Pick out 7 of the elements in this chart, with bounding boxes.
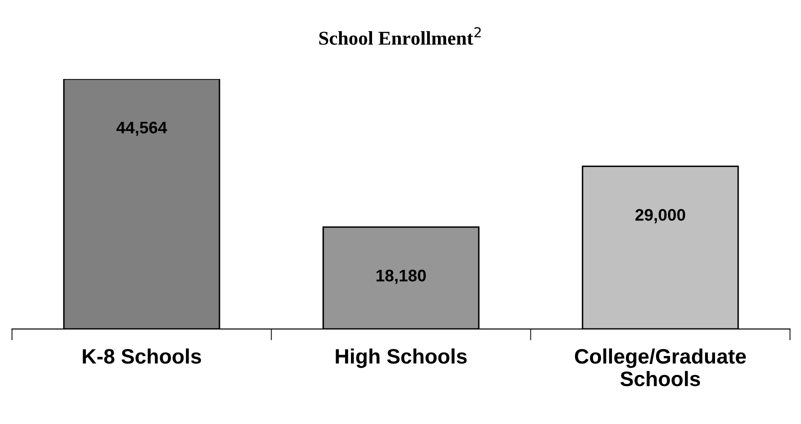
data-label: 29,000 xyxy=(635,208,686,224)
chart-title: School Enrollment$^{2}$ xyxy=(319,27,481,45)
data-label: 18,180 xyxy=(376,270,426,284)
x-tick-label: K-8 Schools xyxy=(82,348,202,364)
x-tick-label: High Schools xyxy=(336,348,467,368)
data-label: 44,564 xyxy=(116,122,168,136)
x-tick-label: College/Graduate Schools xyxy=(574,348,746,386)
